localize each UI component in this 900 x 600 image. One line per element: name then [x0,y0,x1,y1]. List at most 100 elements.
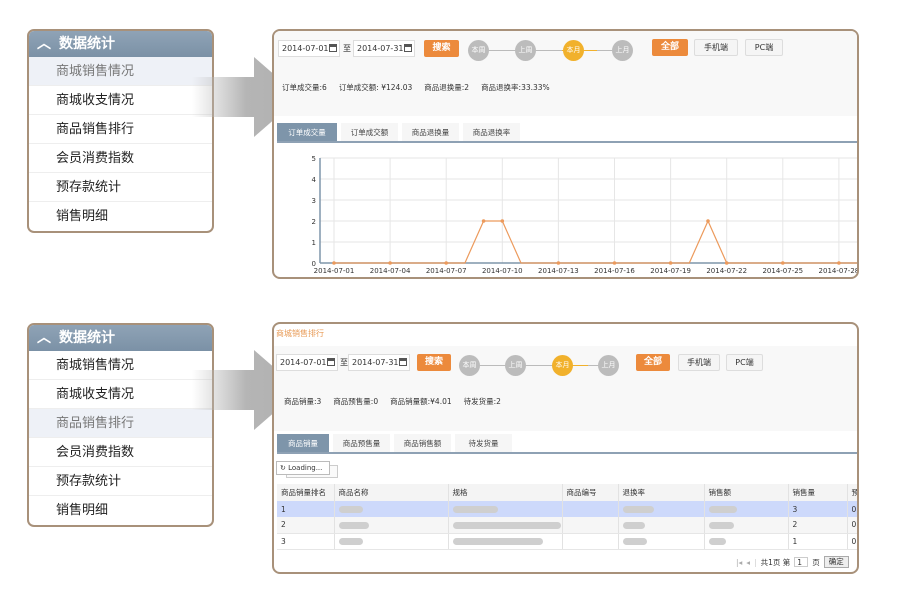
loading-indicator: ↻ Loading... [276,461,330,475]
menu-item-mall-income[interactable]: 商城收支情况 [29,380,212,409]
tab-order-count[interactable]: 订单成交量 [277,123,337,141]
x-tick-label: 2014-07-19 [650,267,691,275]
data-point [332,261,336,265]
stats-menu-1: ︿ 数据统计 商城销售情况 商城收支情况 商品销售排行 会员消费指数 预存款统计 … [27,29,214,233]
tab-sales-qty[interactable]: 商品销量 [277,434,329,452]
data-point [781,261,785,265]
filter-toolbar: 2014-07-01 至 2014-07-31 搜索 本周 上周 本月 上月 全… [274,346,857,431]
summary-stats: 商品销量:3 商品预售量:0 商品销量额:¥4.01 待发货量:2 [284,396,501,407]
stat-order-amount: 订单成交额: ¥124.03 [338,83,413,92]
menu-item-mall-income[interactable]: 商城收支情况 [29,86,212,115]
col-presale[interactable]: 预 [847,484,857,501]
step-this-week[interactable]: 本周 [468,40,489,61]
menu-item-product-ranking[interactable]: 商品销售排行 [29,115,212,144]
prev-page-icon[interactable]: ◂ [746,557,751,567]
search-button[interactable]: 搜索 [424,40,459,57]
calendar-icon[interactable] [329,44,337,52]
platform-mobile-button[interactable]: 手机端 [678,354,720,371]
step-last-week[interactable]: 上周 [505,355,526,376]
chevron-up-icon: ︿ [37,36,51,52]
end-date-input[interactable]: 2014-07-31 [353,40,415,57]
stat-presale-qty: 商品预售量:0 [333,397,379,406]
start-date-input[interactable]: 2014-07-01 [276,354,338,371]
col-sku[interactable]: 商品编号 [562,484,619,501]
menu-item-product-ranking[interactable]: 商品销售排行 [29,409,212,438]
menu-item-sales-detail[interactable]: 销售明细 [56,209,109,224]
x-tick-label: 2014-07-07 [426,267,467,275]
tab-order-amount[interactable]: 订单成交额 [341,123,398,141]
x-tick-label: 2014-07-22 [706,267,747,275]
date-separator: 至 [340,358,348,367]
stat-order-count: 订单成交量:6 [282,83,327,92]
step-last-week[interactable]: 上周 [515,40,536,61]
sales-overview-panel: 2014-07-01 至 2014-07-31 搜索 本周 上周 本月 上月 全… [272,29,859,279]
tab-presale-qty[interactable]: 商品预售量 [333,434,390,452]
confirm-page-button[interactable]: 确定 [823,556,849,568]
col-sales-amount[interactable]: 销售额 [704,484,789,501]
summary-stats: 订单成交量:6 订单成交额: ¥124.03 商品退换量:2 商品退换率:33.… [282,82,550,93]
tab-pending-shipment[interactable]: 待发货量 [455,434,512,452]
stat-sales-qty: 商品销量:3 [284,397,322,406]
menu-item-deposit[interactable]: 预存款统计 [29,467,212,496]
menu-item-sales-detail[interactable]: 销售明细 [56,503,109,518]
step-last-month[interactable]: 上月 [612,40,633,61]
tab-return-count[interactable]: 商品退换量 [402,123,459,141]
stat-return-count: 商品退换量:2 [424,83,470,92]
col-name[interactable]: 商品名称 [334,484,449,501]
menu-item-mall-sales[interactable]: 商城销售情况 [29,57,212,86]
step-this-week[interactable]: 本周 [459,355,480,376]
platform-all-button[interactable]: 全部 [652,39,688,56]
x-tick-label: 2014-07-16 [594,267,635,275]
tab-return-rate[interactable]: 商品退换率 [463,123,520,141]
chart-tabs: 订单成交量 订单成交额 商品退换量 商品退换率 [277,123,857,143]
spinner-icon: ↻ [280,464,289,472]
step-this-month[interactable]: 本月 [563,40,584,61]
menu-item-mall-sales[interactable]: 商城销售情况 [29,351,212,380]
data-point [556,261,561,265]
stat-sales-amount: 商品销量额:¥4.01 [390,397,452,406]
platform-mobile-button[interactable]: 手机端 [694,39,738,56]
x-tick-label: 2014-07-25 [762,267,803,275]
calendar-icon[interactable] [399,358,407,366]
stat-return-rate: 商品退换率:33.33% [481,83,550,92]
menu-header[interactable]: ︿ 数据统计 [29,325,212,351]
step-this-month[interactable]: 本月 [552,355,573,376]
x-tick-label: 2014-07-28 [819,267,859,275]
start-date-input[interactable]: 2014-07-01 [278,40,340,57]
product-ranking-panel: 商城销售排行 2014-07-01 至 2014-07-31 搜索 本周 上周 … [272,322,859,574]
menu-header[interactable]: ︿ 数据统计 [29,31,212,57]
x-tick-label: 2014-07-04 [370,267,411,275]
col-spec[interactable]: 规格 [448,484,563,501]
col-rank[interactable]: 商品销量排名 [277,484,335,501]
date-separator: 至 [343,44,351,53]
menu-item-member-index[interactable]: 会员消费指数 [29,144,212,173]
platform-pc-button[interactable]: PC端 [745,39,783,56]
menu-item-deposit[interactable]: 预存款统计 [29,173,212,202]
tab-sales-amount[interactable]: 商品销售额 [394,434,451,452]
step-last-month[interactable]: 上月 [598,355,619,376]
data-point [724,261,729,265]
data-point [500,219,505,223]
filter-toolbar: 2014-07-01 至 2014-07-31 搜索 本周 上周 本月 上月 全… [274,31,857,116]
platform-pc-button[interactable]: PC端 [726,354,763,371]
y-tick-label: 0 [312,260,316,268]
calendar-icon[interactable] [327,358,335,366]
end-date-input[interactable]: 2014-07-31 [348,354,410,371]
page-number-input[interactable]: 1 [794,557,809,567]
platform-all-button[interactable]: 全部 [636,354,670,371]
search-button[interactable]: 搜索 [417,354,451,371]
x-tick-label: 2014-07-10 [482,267,523,275]
col-return-rate[interactable]: 退换率 [618,484,705,501]
stat-pending-shipment: 待发货量:2 [463,397,501,406]
first-page-icon[interactable]: |◂ [736,557,743,567]
data-point [612,261,617,265]
col-sales-qty[interactable]: 销售量 [788,484,848,501]
calendar-icon[interactable] [404,44,412,52]
order-count-line-chart: 0 1 2 3 4 5 2014-07-01 2014-07-04 2014-07-07 2014… [312,155,859,275]
y-tick-label: 1 [312,239,316,247]
menu-item-member-index[interactable]: 会员消费指数 [29,438,212,467]
y-tick-label: 3 [312,197,316,205]
